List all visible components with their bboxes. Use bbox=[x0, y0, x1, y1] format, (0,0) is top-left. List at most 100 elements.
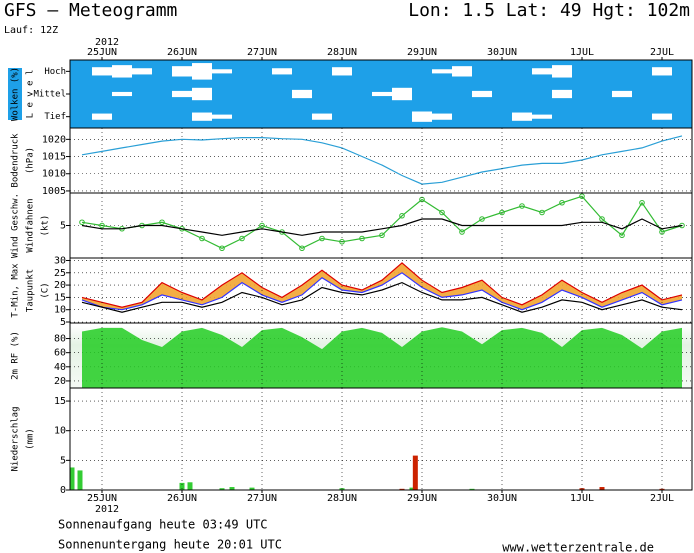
point bbox=[299, 245, 305, 252]
sunset: Sonnenuntergang heute 20:01 UTC bbox=[58, 538, 282, 552]
humidity-area bbox=[82, 327, 682, 388]
y-tick-label: 20 bbox=[54, 280, 66, 291]
axis-label: Wolken (%) bbox=[11, 67, 21, 121]
cloud-patch bbox=[192, 63, 212, 80]
point bbox=[339, 238, 345, 245]
cloud-patch bbox=[392, 87, 412, 101]
cloud-patch bbox=[552, 65, 572, 78]
y-tick-label: 40 bbox=[54, 362, 66, 373]
point bbox=[479, 216, 485, 222]
cloud-patch bbox=[612, 90, 632, 98]
y-tick-label: 1020 bbox=[42, 134, 66, 145]
point bbox=[619, 232, 625, 239]
x-tick-label: 28JUN bbox=[327, 47, 357, 58]
title: GFS – Meteogramm bbox=[4, 0, 177, 21]
bar bbox=[187, 482, 193, 490]
bar bbox=[179, 482, 185, 490]
x-tick-label: 27JUN bbox=[247, 47, 277, 58]
x-tick-label: 26JUN bbox=[167, 493, 197, 504]
axis-label: Wind Geschw. bbox=[11, 193, 21, 258]
y-tick-label: 5 bbox=[60, 317, 66, 328]
axis-label: Taupunkt bbox=[26, 269, 36, 312]
point bbox=[559, 199, 565, 206]
y-tick-label: 0 bbox=[60, 485, 66, 496]
series-line bbox=[81, 272, 683, 311]
point bbox=[159, 219, 165, 226]
point bbox=[79, 219, 85, 226]
x-tick-label: 30JUN bbox=[487, 47, 517, 58]
point bbox=[259, 222, 265, 229]
bar bbox=[339, 488, 345, 490]
cloud-patch bbox=[432, 113, 452, 120]
x-tick-label: 25JUN bbox=[87, 493, 117, 504]
cloud-patch bbox=[292, 89, 312, 99]
cloud-patch bbox=[652, 67, 672, 76]
cloud-patch bbox=[412, 111, 432, 122]
series-line bbox=[81, 218, 683, 236]
location: Lon: 1.5 Lat: 49 Hgt: 102m bbox=[408, 0, 690, 21]
year: 2012 bbox=[95, 504, 119, 515]
legend-label: Hoch bbox=[44, 67, 66, 77]
temp-range-fill bbox=[82, 262, 682, 310]
x-tick-label: 27JUN bbox=[247, 493, 277, 504]
cloud-patch bbox=[92, 113, 112, 120]
cloud-patch bbox=[192, 87, 212, 101]
series-line bbox=[81, 262, 683, 308]
y-tick-label: 80 bbox=[54, 334, 66, 345]
bar bbox=[399, 488, 405, 490]
y-tick-label: 60 bbox=[54, 348, 66, 359]
x-tick-label: 26JUN bbox=[167, 47, 197, 58]
point bbox=[319, 235, 325, 242]
bar bbox=[77, 470, 83, 490]
point bbox=[359, 235, 365, 242]
year: 2012 bbox=[95, 37, 119, 48]
bar bbox=[579, 488, 585, 490]
point bbox=[399, 212, 405, 219]
x-tick-label: 25JUN bbox=[87, 47, 117, 58]
point bbox=[439, 209, 445, 216]
axis-label: 2m RF (%) bbox=[11, 331, 21, 380]
axis-label: Niederschlag bbox=[11, 406, 21, 471]
point bbox=[599, 216, 605, 222]
y-tick-label: 1015 bbox=[42, 152, 66, 163]
cloud-patch bbox=[112, 91, 132, 97]
cloud-patch bbox=[652, 113, 672, 120]
point bbox=[639, 199, 645, 206]
x-tick-label: 29JUN bbox=[407, 493, 437, 504]
axis-label: Bodendruck bbox=[11, 133, 21, 188]
x-tick-label: 30JUN bbox=[487, 493, 517, 504]
point bbox=[459, 229, 465, 235]
bar bbox=[412, 455, 418, 490]
legend-label: Mittel bbox=[33, 90, 66, 100]
axis-label: (hPa) bbox=[26, 147, 36, 174]
bar bbox=[69, 467, 75, 490]
axis-label: (mm) bbox=[26, 428, 36, 450]
panel-frame bbox=[69, 387, 693, 491]
cloud-patch bbox=[212, 69, 232, 74]
cloud-patch bbox=[192, 112, 212, 121]
point bbox=[379, 232, 385, 239]
point bbox=[519, 203, 525, 209]
axis-label: Windfahnen bbox=[26, 198, 36, 252]
y-tick-label: 1010 bbox=[42, 169, 66, 180]
axis-label: T-Min, Max bbox=[11, 263, 21, 318]
point bbox=[199, 235, 205, 242]
bar bbox=[249, 487, 255, 490]
bar bbox=[409, 487, 415, 490]
bar bbox=[229, 487, 235, 490]
x-tick-label: 1JUL bbox=[570, 493, 594, 504]
point bbox=[499, 209, 505, 216]
series-line bbox=[81, 135, 683, 185]
point bbox=[219, 245, 225, 252]
cloud-patch bbox=[272, 68, 292, 75]
x-tick-label: 2JUL bbox=[650, 47, 674, 58]
axis-label: L e v e l bbox=[26, 70, 36, 119]
source: www.wetterzentrale.de bbox=[502, 541, 654, 553]
cloud-patch bbox=[552, 89, 572, 99]
x-tick-label: 1JUL bbox=[570, 47, 594, 58]
y-tick-label: 15 bbox=[54, 292, 66, 303]
bar bbox=[469, 488, 475, 490]
label-box bbox=[8, 68, 22, 120]
cloud-patch bbox=[172, 90, 192, 98]
